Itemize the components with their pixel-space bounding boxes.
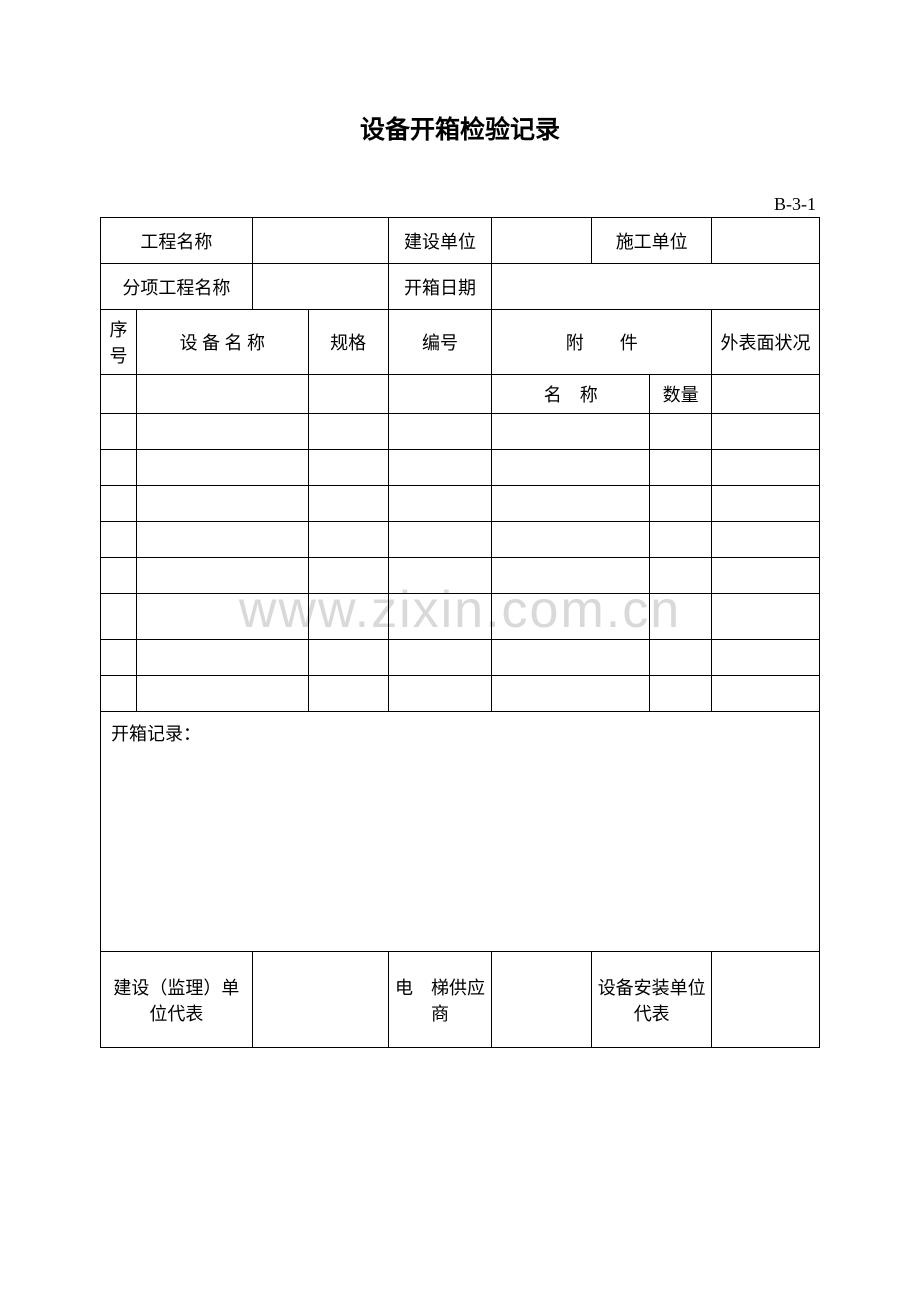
cell-spec[interactable] xyxy=(308,676,388,712)
cell-seq[interactable] xyxy=(101,558,137,594)
cell-seq[interactable] xyxy=(101,594,137,640)
col-seq: 序号 xyxy=(101,310,137,375)
page-title: 设备开箱检验记录 xyxy=(100,110,820,146)
label-contractor: 施工单位 xyxy=(592,218,712,264)
value-sub-project[interactable] xyxy=(252,264,388,310)
open-record-cell[interactable]: 开箱记录： xyxy=(101,712,820,952)
cell-spec[interactable] xyxy=(308,414,388,450)
cell-name[interactable] xyxy=(136,676,308,712)
cell-surface[interactable] xyxy=(712,522,820,558)
cell-spec[interactable] xyxy=(308,522,388,558)
cell-att-qty[interactable] xyxy=(650,558,712,594)
cell-num[interactable] xyxy=(388,375,492,414)
label-supervisor-rep: 建设（监理）单位代表 xyxy=(101,952,253,1048)
col-device-name: 设 备 名 称 xyxy=(136,310,308,375)
cell-att-name[interactable] xyxy=(492,640,650,676)
open-record-label: 开箱记录： xyxy=(111,724,201,744)
cell-att-name[interactable] xyxy=(492,414,650,450)
cell-seq[interactable] xyxy=(101,450,137,486)
cell-att-qty[interactable] xyxy=(650,414,712,450)
value-contractor[interactable] xyxy=(712,218,820,264)
label-supplier: 电 梯供应商 xyxy=(388,952,492,1048)
label-construction-unit: 建设单位 xyxy=(388,218,492,264)
cell-surface[interactable] xyxy=(712,375,820,414)
cell-surface[interactable] xyxy=(712,450,820,486)
cell-att-name[interactable] xyxy=(492,450,650,486)
label-open-date: 开箱日期 xyxy=(388,264,492,310)
col-surface: 外表面状况 xyxy=(712,310,820,375)
cell-spec[interactable] xyxy=(308,594,388,640)
label-project-name: 工程名称 xyxy=(101,218,253,264)
cell-num[interactable] xyxy=(388,640,492,676)
col-number: 编号 xyxy=(388,310,492,375)
cell-att-qty[interactable] xyxy=(650,640,712,676)
cell-att-qty[interactable] xyxy=(650,676,712,712)
cell-name[interactable] xyxy=(136,594,308,640)
cell-num[interactable] xyxy=(388,414,492,450)
cell-name[interactable] xyxy=(136,375,308,414)
cell-num[interactable] xyxy=(388,676,492,712)
cell-surface[interactable] xyxy=(712,594,820,640)
col-att-name: 名 称 xyxy=(492,375,650,414)
cell-num[interactable] xyxy=(388,450,492,486)
cell-surface[interactable] xyxy=(712,414,820,450)
cell-surface[interactable] xyxy=(712,640,820,676)
cell-spec[interactable] xyxy=(308,450,388,486)
cell-name[interactable] xyxy=(136,450,308,486)
value-construction-unit[interactable] xyxy=(492,218,592,264)
label-sub-project: 分项工程名称 xyxy=(101,264,253,310)
cell-seq[interactable] xyxy=(101,676,137,712)
cell-name[interactable] xyxy=(136,522,308,558)
cell-att-name[interactable] xyxy=(492,676,650,712)
cell-num[interactable] xyxy=(388,558,492,594)
cell-surface[interactable] xyxy=(712,676,820,712)
cell-num[interactable] xyxy=(388,594,492,640)
value-supervisor-rep[interactable] xyxy=(252,952,388,1048)
value-open-date[interactable] xyxy=(492,264,820,310)
cell-att-name[interactable] xyxy=(492,522,650,558)
cell-seq[interactable] xyxy=(101,522,137,558)
cell-name[interactable] xyxy=(136,414,308,450)
cell-att-name[interactable] xyxy=(492,486,650,522)
cell-name[interactable] xyxy=(136,558,308,594)
cell-name[interactable] xyxy=(136,640,308,676)
cell-spec[interactable] xyxy=(308,486,388,522)
cell-seq[interactable] xyxy=(101,375,137,414)
cell-spec[interactable] xyxy=(308,558,388,594)
cell-name[interactable] xyxy=(136,486,308,522)
cell-spec[interactable] xyxy=(308,640,388,676)
cell-att-qty[interactable] xyxy=(650,450,712,486)
cell-seq[interactable] xyxy=(101,640,137,676)
cell-spec[interactable] xyxy=(308,375,388,414)
cell-att-qty[interactable] xyxy=(650,486,712,522)
cell-att-qty[interactable] xyxy=(650,522,712,558)
label-installer-rep: 设备安装单位代表 xyxy=(592,952,712,1048)
cell-att-name[interactable] xyxy=(492,594,650,640)
cell-surface[interactable] xyxy=(712,486,820,522)
cell-att-name[interactable] xyxy=(492,558,650,594)
form-code: B-3-1 xyxy=(100,194,820,215)
cell-att-qty[interactable] xyxy=(650,594,712,640)
inspection-table: 工程名称 建设单位 施工单位 分项工程名称 开箱日期 序号 设 备 名 称 规格… xyxy=(100,217,820,1048)
cell-seq[interactable] xyxy=(101,486,137,522)
value-project-name[interactable] xyxy=(252,218,388,264)
cell-num[interactable] xyxy=(388,486,492,522)
cell-seq[interactable] xyxy=(101,414,137,450)
value-installer-rep[interactable] xyxy=(712,952,820,1048)
col-spec: 规格 xyxy=(308,310,388,375)
col-att-qty: 数量 xyxy=(650,375,712,414)
value-supplier[interactable] xyxy=(492,952,592,1048)
col-attachment: 附 件 xyxy=(492,310,712,375)
cell-surface[interactable] xyxy=(712,558,820,594)
cell-num[interactable] xyxy=(388,522,492,558)
